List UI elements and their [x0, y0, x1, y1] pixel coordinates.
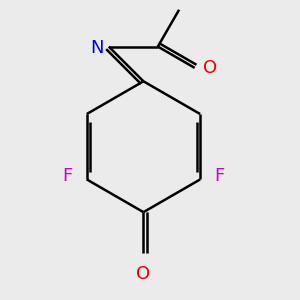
- Text: O: O: [202, 59, 217, 77]
- Text: N: N: [90, 39, 104, 57]
- Text: O: O: [136, 265, 151, 283]
- Text: F: F: [62, 167, 72, 185]
- Text: F: F: [214, 167, 225, 185]
